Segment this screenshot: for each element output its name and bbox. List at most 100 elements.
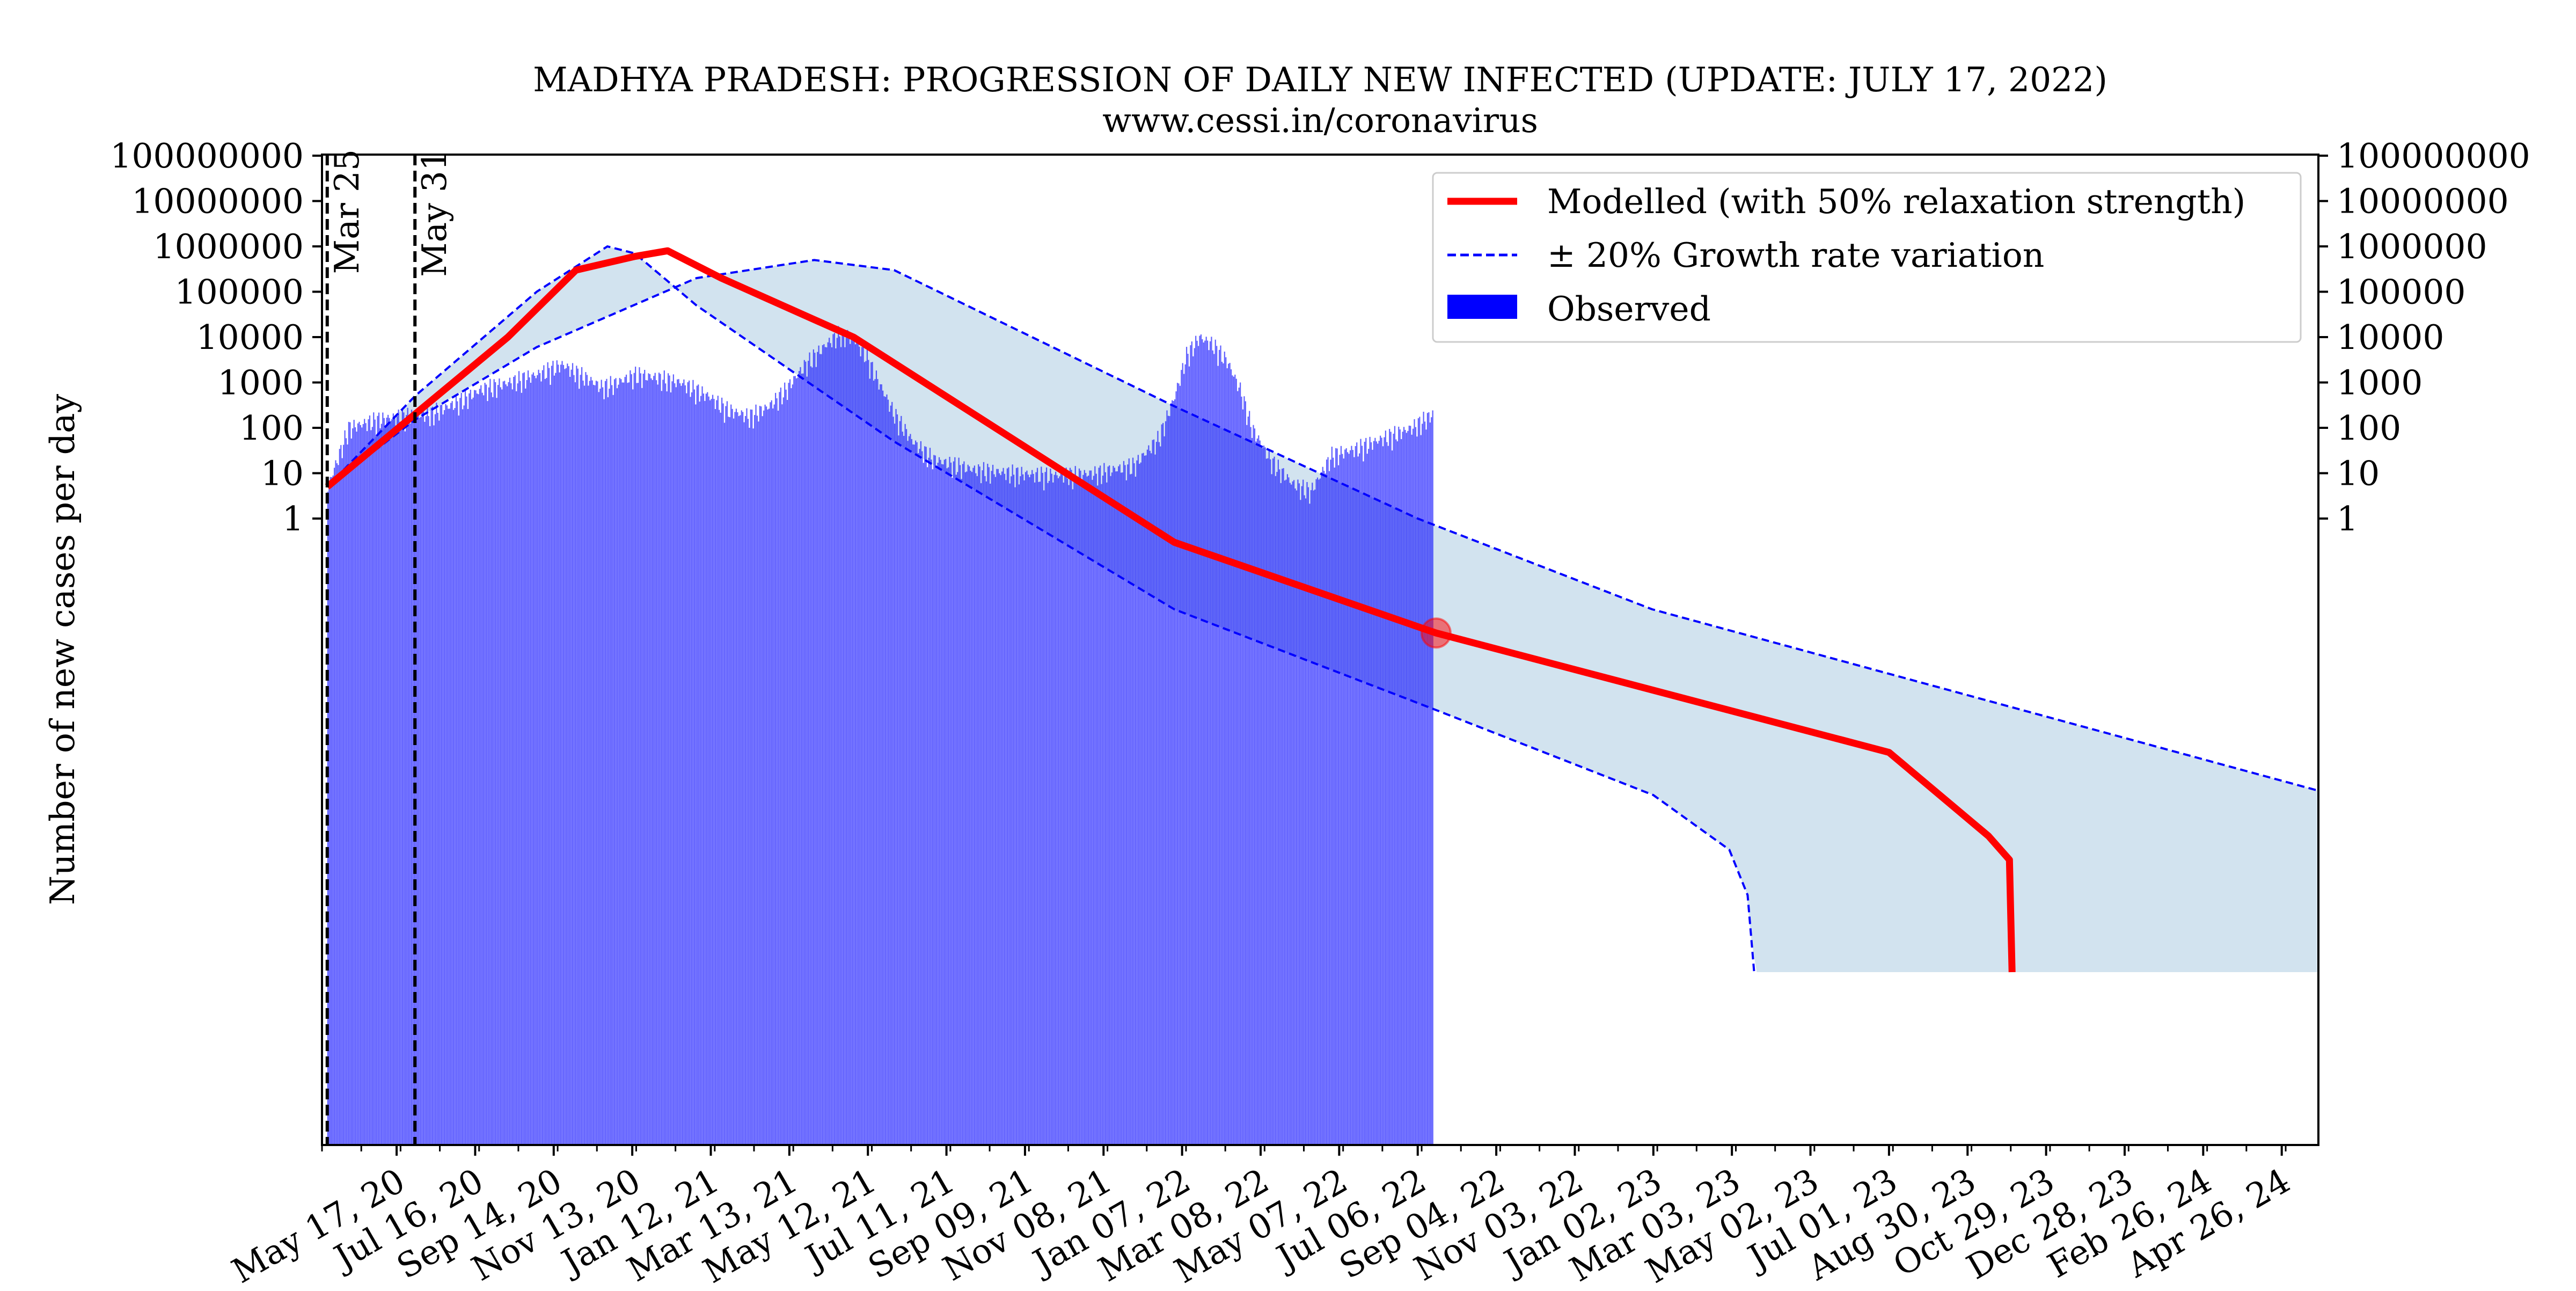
observed-bar	[902, 432, 903, 1145]
observed-bar	[1097, 485, 1099, 1145]
observed-bar	[1343, 458, 1344, 1145]
observed-bar	[594, 385, 596, 1146]
observed-bar	[1224, 352, 1225, 1145]
observed-bar	[1095, 473, 1097, 1145]
observed-bar	[1181, 370, 1182, 1145]
observed-bar	[499, 378, 500, 1145]
observed-bar	[780, 388, 782, 1145]
observed-bar	[963, 461, 965, 1145]
observed-bar	[430, 407, 432, 1145]
observed-bar	[1132, 457, 1134, 1145]
observed-bar	[603, 399, 605, 1146]
observed-bar	[487, 401, 488, 1145]
y-tick-label: 100000000	[110, 136, 304, 176]
observed-bar	[462, 409, 464, 1145]
observed-bar	[811, 367, 813, 1145]
observed-bar	[857, 340, 859, 1145]
observed-bar	[1027, 475, 1029, 1145]
observed-bar	[831, 347, 833, 1145]
observed-bar	[1063, 483, 1064, 1145]
observed-bar	[773, 404, 775, 1145]
observed-bar	[860, 356, 861, 1145]
observed-bar	[583, 385, 586, 1145]
observed-bar	[756, 415, 758, 1145]
observed-bar	[1056, 475, 1058, 1145]
observed-bar	[636, 383, 638, 1145]
observed-bar	[471, 399, 473, 1146]
observed-bar	[701, 386, 703, 1146]
observed-bar	[1393, 434, 1394, 1145]
observed-bar	[1111, 472, 1113, 1146]
observed-bar	[770, 402, 771, 1145]
observed-bar	[830, 343, 831, 1146]
observed-bar	[767, 409, 769, 1145]
observed-bar	[419, 418, 420, 1146]
observed-bar	[1146, 449, 1148, 1145]
observed-bar	[1205, 337, 1207, 1145]
observed-bar	[1092, 479, 1093, 1145]
observed-bar	[546, 378, 547, 1145]
observed-bar	[984, 476, 986, 1145]
observed-bar	[1276, 472, 1278, 1145]
observed-bar	[531, 374, 533, 1145]
observed-bar	[624, 377, 626, 1146]
observed-bar	[1344, 449, 1346, 1145]
observed-bar	[733, 418, 735, 1145]
observed-bar	[436, 403, 437, 1146]
observed-bar	[382, 412, 384, 1145]
observed-bar	[1084, 470, 1085, 1145]
observed-bar	[712, 395, 714, 1145]
observed-bar	[529, 377, 530, 1145]
observed-bar	[627, 383, 628, 1146]
observed-bar	[1270, 459, 1271, 1146]
plot-frame	[321, 154, 2319, 1146]
observed-bar	[349, 422, 351, 1146]
observed-bar	[952, 477, 953, 1145]
observed-bar	[1316, 477, 1319, 1145]
observed-bar	[409, 423, 411, 1145]
observed-bar	[480, 385, 482, 1146]
observed-bar	[1302, 479, 1304, 1145]
observed-bar	[383, 418, 385, 1146]
observed-bar	[1306, 482, 1308, 1145]
observed-bar	[1135, 477, 1137, 1145]
observed-bar	[1004, 473, 1006, 1146]
observed-bar	[690, 397, 691, 1145]
observed-bar	[1419, 417, 1421, 1145]
observed-bar	[692, 380, 694, 1145]
observed-bar	[421, 411, 423, 1145]
observed-bar	[1115, 471, 1117, 1146]
observed-bar	[803, 360, 805, 1146]
observed-bar	[1416, 436, 1418, 1146]
observed-bar	[501, 389, 503, 1145]
observed-bar	[539, 373, 541, 1145]
y-right-tick-label: 100000000	[2337, 136, 2530, 176]
observed-bar	[907, 441, 909, 1146]
observed-bar	[1331, 447, 1333, 1145]
observed-bar	[1043, 490, 1045, 1145]
observed-bar	[1088, 476, 1089, 1145]
observed-bar	[717, 396, 719, 1146]
observed-bar	[347, 444, 348, 1145]
observed-bar	[458, 415, 459, 1145]
observed-bar	[798, 371, 800, 1145]
observed-bar	[1014, 487, 1016, 1146]
observed-bar	[338, 465, 339, 1145]
observed-bar	[483, 395, 485, 1145]
observed-bar	[1081, 480, 1083, 1145]
observed-bar	[699, 402, 700, 1145]
observed-bar	[901, 415, 902, 1145]
observed-bar	[709, 400, 711, 1146]
observed-bar	[332, 475, 334, 1145]
observed-bar	[373, 412, 375, 1146]
observed-bar	[389, 418, 390, 1145]
observed-bar	[982, 470, 983, 1145]
observed-bar	[1326, 459, 1328, 1145]
observed-bar	[896, 414, 898, 1145]
observed-bar	[403, 412, 405, 1145]
observed-bar	[777, 411, 779, 1145]
observed-bar	[734, 412, 736, 1145]
y-tick-label: 1000	[218, 363, 304, 403]
observed-bar	[560, 364, 562, 1145]
observed-bar	[592, 384, 595, 1145]
